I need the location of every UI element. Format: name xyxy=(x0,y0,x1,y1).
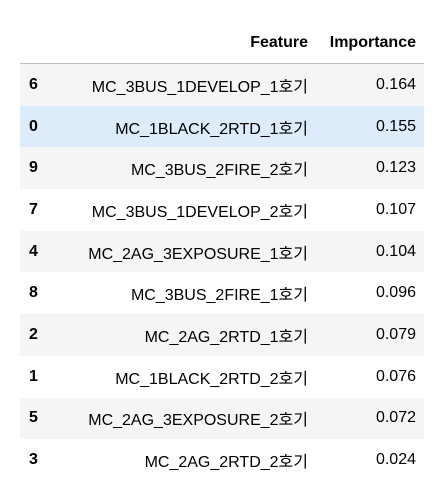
header-row: Feature Importance xyxy=(20,23,424,64)
importance-cell: 0.104 xyxy=(375,242,416,260)
importance-cell: 0.096 xyxy=(375,284,416,302)
table-header: Feature Importance xyxy=(20,23,424,64)
table-row: 6 MC_3BUS_1DEVELOP_1호기 0.164 xyxy=(20,63,424,106)
row-index: 5 xyxy=(29,409,38,427)
table-row: 9 MC_3BUS_2FIRE_2호기 0.123 xyxy=(20,147,424,190)
feature-cell: MC_1BLACK_2RTD_1호기 xyxy=(115,120,308,138)
feature-cell: MC_3BUS_2FIRE_1호기 xyxy=(130,287,308,305)
table-row: 5 MC_2AG_3EXPOSURE_2호기 0.072 xyxy=(20,397,424,440)
feature-cell: MC_3BUS_2FIRE_2호기 xyxy=(130,162,308,180)
importance-cell: 0.155 xyxy=(375,117,416,135)
feature-cell: MC_2AG_2RTD_2호기 xyxy=(144,454,308,472)
importance-cell: 0.164 xyxy=(375,75,416,93)
row-index: 0 xyxy=(29,117,38,135)
feature-cell: MC_1BLACK_2RTD_2호기 xyxy=(115,370,308,388)
feature-cell: MC_3BUS_1DEVELOP_1호기 xyxy=(91,78,308,96)
row-index: 7 xyxy=(29,200,38,218)
index-header xyxy=(20,23,58,64)
feature-cell: MC_2AG_2RTD_1호기 xyxy=(144,328,308,346)
importance-cell: 0.107 xyxy=(375,200,416,218)
column-header-importance: Importance xyxy=(316,23,424,64)
row-index: 6 xyxy=(29,75,38,93)
table-body: 6 MC_3BUS_1DEVELOP_1호기 0.164 0 MC_1BLACK… xyxy=(20,63,424,481)
row-index: 1 xyxy=(29,367,38,385)
table-row: 3 MC_2AG_2RTD_2호기 0.024 xyxy=(20,439,424,481)
row-index: 4 xyxy=(29,242,38,260)
feature-cell: MC_3BUS_1DEVELOP_2호기 xyxy=(91,203,308,221)
importance-cell: 0.123 xyxy=(375,159,416,177)
feature-cell: MC_2AG_3EXPOSURE_2호기 xyxy=(88,412,308,430)
column-header-feature: Feature xyxy=(58,23,316,64)
row-index: 2 xyxy=(29,325,38,343)
row-index: 3 xyxy=(29,451,38,469)
feature-cell: MC_2AG_3EXPOSURE_1호기 xyxy=(88,245,308,263)
importance-cell: 0.072 xyxy=(375,409,416,427)
row-index: 9 xyxy=(29,159,38,177)
importance-cell: 0.076 xyxy=(375,367,416,385)
table-row: 7 MC_3BUS_1DEVELOP_2호기 0.107 xyxy=(20,189,424,231)
importance-cell: 0.079 xyxy=(375,325,416,343)
table-row: 8 MC_3BUS_2FIRE_1호기 0.096 xyxy=(20,272,424,315)
table-row: 2 MC_2AG_2RTD_1호기 0.079 xyxy=(20,314,424,356)
row-index: 8 xyxy=(29,284,38,302)
table-row: 1 MC_1BLACK_2RTD_2호기 0.076 xyxy=(20,355,424,398)
table-row-hovered: 0 MC_1BLACK_2RTD_1호기 0.155 xyxy=(20,105,424,148)
dataframe-table: Feature Importance 6 MC_3BUS_1DEVELOP_1호… xyxy=(20,23,424,481)
importance-cell: 0.024 xyxy=(375,451,416,469)
table-row: 4 MC_2AG_3EXPOSURE_1호기 0.104 xyxy=(20,230,424,273)
